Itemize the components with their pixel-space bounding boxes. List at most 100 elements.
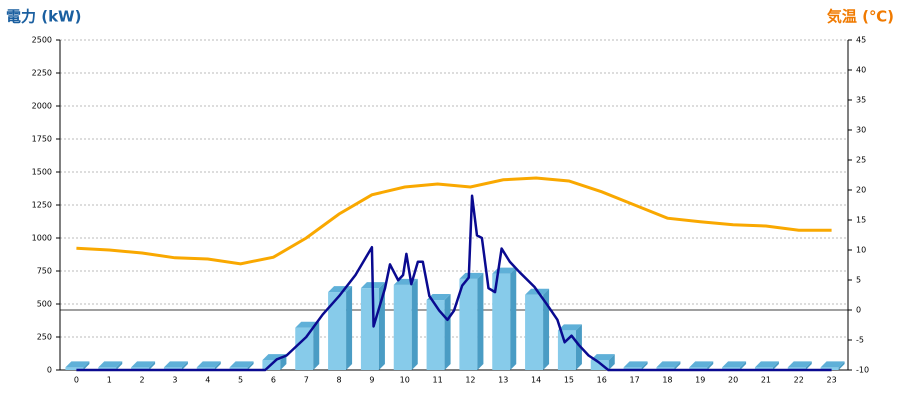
x-tick-label: 14 <box>531 376 541 385</box>
bar-side <box>575 324 582 370</box>
bar-front <box>426 300 445 370</box>
y-tick-label: 1000 <box>32 234 52 243</box>
bar-side <box>707 361 714 370</box>
x-tick-label: 5 <box>238 376 243 385</box>
bar <box>820 361 845 370</box>
bar-front <box>656 367 675 370</box>
bar-front <box>787 367 806 370</box>
y-tick-label: 1500 <box>32 168 52 177</box>
bar <box>131 361 156 370</box>
y2-tick-label: 45 <box>856 36 866 45</box>
bar-front <box>623 367 642 370</box>
bar-side <box>740 361 747 370</box>
y2-tick-label: 30 <box>856 126 866 135</box>
y-tick-label: 2500 <box>32 36 52 45</box>
bar-side <box>313 321 320 370</box>
x-tick-label: 2 <box>140 376 145 385</box>
x-tick-label: 8 <box>337 376 342 385</box>
x-tick-label: 20 <box>728 376 738 385</box>
y-tick-label: 1750 <box>32 135 52 144</box>
bar-front <box>163 367 182 370</box>
bar-front <box>328 292 347 370</box>
x-tick-label: 7 <box>304 376 309 385</box>
bar-front <box>360 288 379 370</box>
bar-side <box>181 361 188 370</box>
bar-side <box>510 267 517 370</box>
bar <box>590 354 615 370</box>
bar-front <box>196 367 215 370</box>
bar <box>328 286 353 370</box>
bar-side <box>772 361 779 370</box>
x-tick-label: 22 <box>794 376 804 385</box>
y2-tick-label: 5 <box>856 276 861 285</box>
bar-top <box>459 272 484 279</box>
bar-top <box>590 354 615 361</box>
bar <box>557 324 582 370</box>
bar <box>295 321 320 370</box>
x-tick-label: 4 <box>205 376 210 385</box>
x-tick-label: 19 <box>695 376 705 385</box>
bar <box>393 278 418 370</box>
bar-front <box>393 284 412 370</box>
y2-tick-label: 40 <box>856 66 866 75</box>
bar-top <box>163 361 188 368</box>
bar-front <box>590 360 609 370</box>
y2-tick-label: 0 <box>856 306 861 315</box>
bar <box>525 288 550 370</box>
bar-top <box>98 361 123 368</box>
y2-axis-title: 気温 (℃) <box>827 8 894 26</box>
bar <box>492 267 517 370</box>
bar-top <box>689 361 714 368</box>
bar-side <box>116 361 123 370</box>
bar-top <box>722 361 747 368</box>
bar-top <box>229 361 254 368</box>
bar-top <box>65 361 90 368</box>
bar-top <box>557 324 582 331</box>
y-tick-label: 2000 <box>32 102 52 111</box>
x-tick-label: 12 <box>465 376 475 385</box>
x-tick-label: 18 <box>662 376 672 385</box>
bar-front <box>689 367 708 370</box>
bar-side <box>674 361 681 370</box>
bar-top <box>426 294 451 301</box>
bar-side <box>149 361 156 370</box>
bar-side <box>477 272 484 370</box>
bar <box>656 361 681 370</box>
x-tick-label: 15 <box>564 376 574 385</box>
x-tick-label: 0 <box>74 376 79 385</box>
bar-side <box>247 361 254 370</box>
bar-side <box>411 278 418 370</box>
bar-front <box>65 367 84 370</box>
x-tick-label: 6 <box>271 376 276 385</box>
bar-side <box>805 361 812 370</box>
y-tick-label: 500 <box>37 300 52 309</box>
bar-top <box>787 361 812 368</box>
bar-side <box>641 361 648 370</box>
x-tick-label: 23 <box>826 376 836 385</box>
bar <box>196 361 221 370</box>
bar-front <box>557 330 576 370</box>
bar-side <box>280 354 287 370</box>
bar <box>754 361 779 370</box>
x-tick-label: 11 <box>432 376 442 385</box>
bar <box>623 361 648 370</box>
x-tick-label: 16 <box>597 376 607 385</box>
bar-top <box>820 361 845 368</box>
bar-side <box>214 361 221 370</box>
bar <box>98 361 123 370</box>
bar-top <box>754 361 779 368</box>
bar <box>426 294 451 370</box>
bar-top <box>196 361 221 368</box>
x-tick-label: 10 <box>400 376 410 385</box>
bar <box>689 361 714 370</box>
bar-side <box>346 286 353 370</box>
bar <box>65 361 90 370</box>
y2-tick-label: 25 <box>856 156 866 165</box>
y-tick-label: 0 <box>47 366 52 375</box>
bar-side <box>608 354 615 370</box>
y2-tick-label: 15 <box>856 216 866 225</box>
y-tick-label: 250 <box>37 333 52 342</box>
x-tick-label: 1 <box>107 376 112 385</box>
bar-front <box>459 278 478 370</box>
